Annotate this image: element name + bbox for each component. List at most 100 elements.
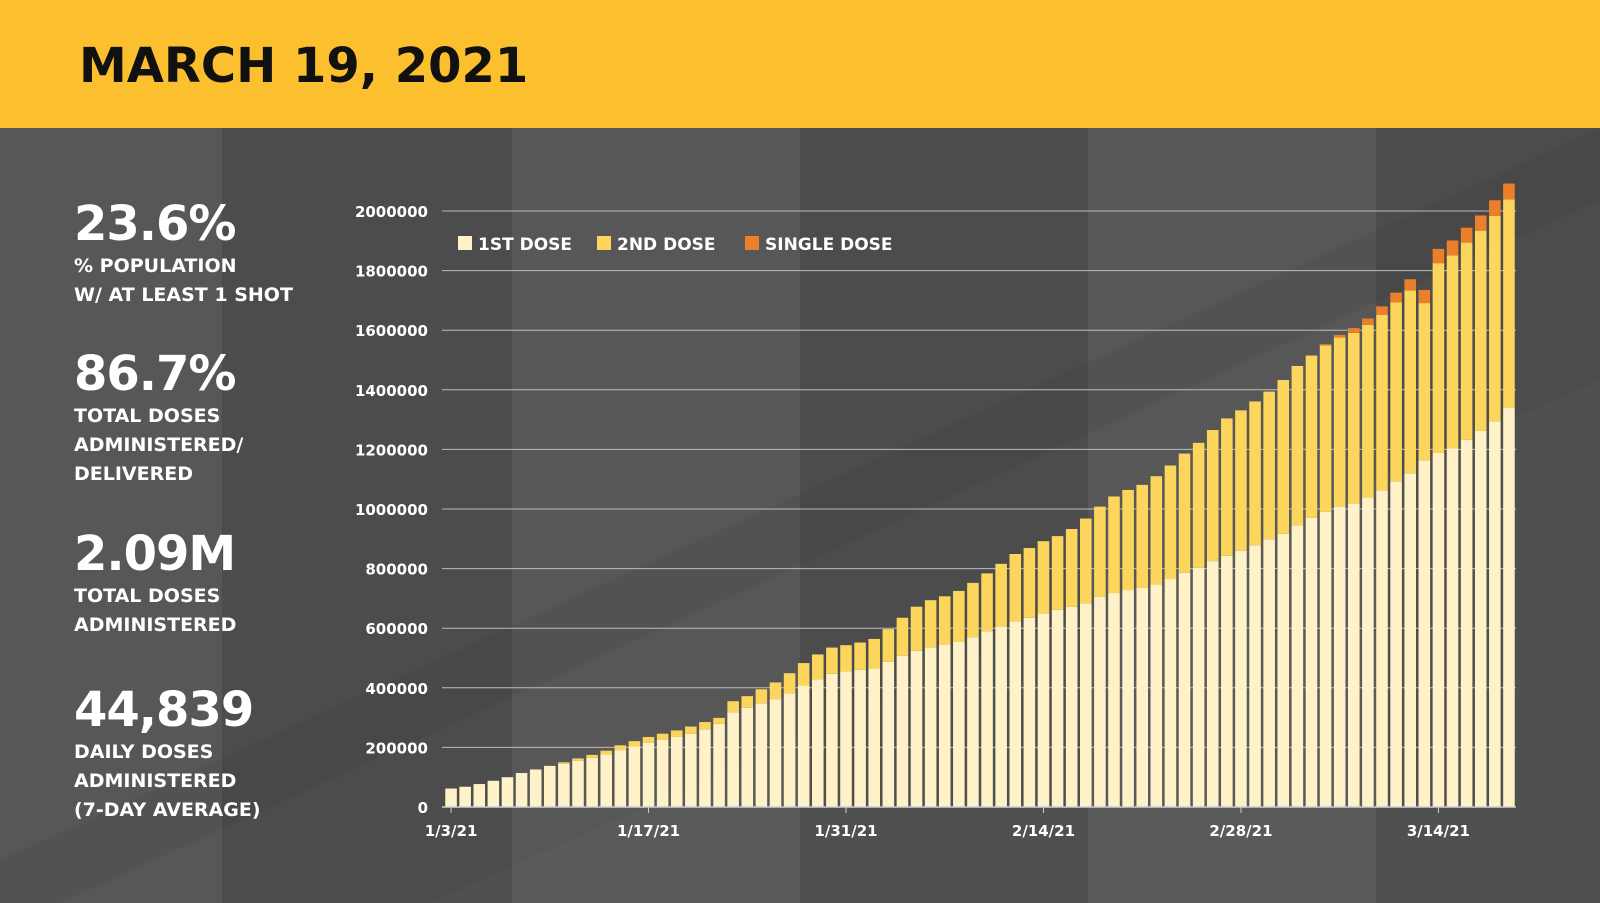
bar-2nd-dose (727, 701, 739, 713)
bar-2nd-dose (1122, 489, 1134, 591)
stat-value: 86.7% (74, 346, 237, 402)
bar-2nd-dose (995, 563, 1007, 627)
stat-label: % POPULATION W/ AT LEAST 1 SHOT (74, 255, 293, 306)
bar-1st-dose (755, 703, 768, 807)
bar-2nd-dose (797, 663, 810, 686)
bar-2nd-dose (854, 642, 866, 670)
bar-single-dose (1333, 334, 1346, 338)
stat-daily-doses: 44,839 DAILY DOSES ADMINISTERED (7-DAY A… (74, 682, 334, 825)
bar-2nd-dose (755, 689, 768, 704)
bar-1st-dose (910, 650, 923, 807)
bar-2nd-dose (1221, 418, 1233, 556)
bar-1st-dose (1037, 613, 1050, 807)
x-tick-label: 2/28/21 (1209, 822, 1272, 840)
bar-1st-dose (544, 765, 556, 807)
bar-2nd-dose (1489, 215, 1501, 422)
bar-1st-dose (783, 693, 796, 807)
bar-1st-dose (1263, 539, 1275, 807)
bar-single-dose (1446, 240, 1459, 256)
bar-1st-dose (953, 641, 965, 807)
bar-single-dose (1432, 248, 1445, 264)
bar-1st-dose (840, 671, 852, 807)
bar-single-dose (1460, 227, 1473, 243)
bar-2nd-dose (1235, 410, 1247, 551)
x-tick-label: 2/14/21 (1012, 822, 1075, 840)
legend-swatch (458, 236, 472, 250)
bar-1st-dose (1503, 407, 1515, 807)
bar-2nd-dose (1023, 548, 1036, 618)
bar-1st-dose (1080, 603, 1092, 807)
bar-1st-dose (854, 669, 866, 807)
bar-2nd-dose (1404, 290, 1416, 474)
bar-1st-dose (924, 647, 937, 807)
bar-2nd-dose (1065, 528, 1078, 607)
bar-2nd-dose (1164, 465, 1177, 580)
bar-2nd-dose (882, 629, 895, 662)
bar-1st-dose (1206, 561, 1219, 807)
x-tick-label: 1/31/21 (814, 822, 877, 840)
bar-1st-dose (1291, 525, 1304, 807)
bar-2nd-dose (685, 726, 697, 734)
bar-1st-dose (1362, 497, 1374, 807)
bar-1st-dose (713, 723, 725, 807)
bar-2nd-dose (1319, 345, 1332, 512)
legend-label: 2ND DOSE (617, 235, 716, 255)
bar-1st-dose (1065, 606, 1078, 807)
legend-swatch (745, 236, 759, 250)
bar-1st-dose (1376, 490, 1388, 807)
bar-2nd-dose (1418, 303, 1431, 461)
bar-single-dose (1348, 328, 1360, 333)
bar-2nd-dose (628, 741, 641, 747)
bar-2nd-dose (1206, 430, 1219, 562)
bar-2nd-dose (783, 673, 796, 694)
bar-1st-dose (826, 673, 838, 807)
bar-1st-dose (868, 668, 880, 807)
y-tick-label: 1600000 (355, 322, 428, 340)
bar-1st-dose (529, 769, 542, 807)
bar-2nd-dose (600, 750, 612, 755)
bar-1st-dose (699, 729, 711, 807)
y-tick-label: 1200000 (355, 441, 428, 459)
page-title: MARCH 19, 2021 (79, 38, 529, 94)
bar-2nd-dose (1277, 379, 1290, 534)
bar-1st-dose (487, 780, 500, 807)
bar-1st-dose (981, 631, 993, 807)
bar-2nd-dose (840, 645, 852, 672)
bar-1st-dose (572, 760, 584, 807)
bar-2nd-dose (1150, 476, 1163, 585)
bar-1st-dose (1390, 481, 1402, 807)
bars (445, 183, 1515, 807)
bar-1st-dose (600, 754, 612, 807)
bar-2nd-dose (741, 696, 754, 708)
bar-2nd-dose (910, 606, 923, 651)
bar-1st-dose (995, 626, 1007, 807)
bar-1st-dose (1333, 506, 1346, 807)
axes: 0 200000 400000 600000 800000 1000000 1200000 1… (355, 203, 1516, 840)
y-tick-label: 1400000 (355, 382, 428, 400)
bar-2nd-dose (656, 733, 669, 740)
bar-2nd-dose (924, 600, 937, 648)
bar-1st-dose (938, 644, 951, 807)
bar-2nd-dose (1446, 255, 1459, 449)
y-tick-label: 800000 (365, 561, 428, 579)
bar-2nd-dose (953, 590, 965, 642)
stat-label: TOTAL DOSES ADMINISTERED/ DELIVERED (74, 405, 244, 485)
bar-1st-dose (459, 786, 471, 807)
bar-2nd-dose (586, 754, 598, 758)
bar-1st-dose (586, 757, 598, 807)
y-tick-label: 0 (418, 799, 428, 817)
stat-total-doses: 2.09M TOTAL DOSES ADMINISTERED (74, 526, 334, 640)
bar-2nd-dose (1108, 496, 1120, 594)
bar-2nd-dose (1432, 263, 1445, 453)
y-tick-label: 400000 (365, 680, 428, 698)
bar-1st-dose (558, 763, 570, 807)
bar-2nd-dose (769, 682, 782, 700)
bar-single-dose (1418, 289, 1431, 304)
bar-1st-dose (445, 788, 457, 807)
bar-1st-dose (896, 655, 909, 807)
legend-label: 1ST DOSE (478, 235, 572, 255)
bar-1st-dose (1446, 448, 1459, 807)
bar-2nd-dose (826, 647, 838, 674)
